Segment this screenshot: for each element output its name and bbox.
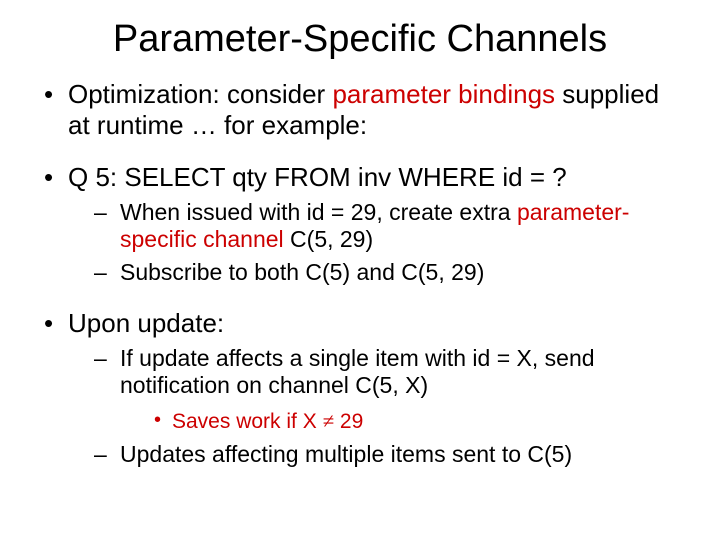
highlight-parameter-bindings: parameter bindings — [332, 79, 555, 109]
sublist-q5: When issued with id = 29, create extra p… — [68, 199, 680, 286]
text-upon-update: Upon update: — [68, 308, 224, 338]
text-fragment: When issued with id = 29, create extra — [120, 199, 517, 225]
text-fragment: 29 — [334, 410, 363, 433]
not-equal-symbol: ≠ — [323, 409, 335, 433]
bullet-q5: Q 5: SELECT qty FROM inv WHERE id = ? Wh… — [40, 162, 680, 286]
slide: Parameter-Specific Channels Optimization… — [0, 0, 720, 540]
subbullet-create-channel: When issued with id = 29, create extra p… — [88, 199, 680, 253]
text-fragment: Saves work if X — [172, 410, 323, 433]
text-fragment: C(5, 29) — [284, 226, 373, 252]
subbullet-multiple-items: Updates affecting multiple items sent to… — [88, 441, 680, 468]
text-single-item: If update affects a single item with id … — [120, 345, 595, 398]
subbullet-single-item: If update affects a single item with id … — [88, 345, 680, 435]
text-q5: Q 5: SELECT qty FROM inv WHERE id = ? — [68, 162, 567, 192]
subsubbullet-saves-work: Saves work if X ≠ 29 — [150, 409, 680, 435]
text-fragment: Optimization: consider — [68, 79, 332, 109]
bullet-upon-update: Upon update: If update affects a single … — [40, 308, 680, 468]
subsublist: Saves work if X ≠ 29 — [120, 409, 680, 435]
subbullet-subscribe: Subscribe to both C(5) and C(5, 29) — [88, 259, 680, 286]
sublist-update: If update affects a single item with id … — [68, 345, 680, 468]
bullet-list: Optimization: consider parameter binding… — [40, 79, 680, 468]
bullet-optimization: Optimization: consider parameter binding… — [40, 79, 680, 140]
slide-title: Parameter-Specific Channels — [40, 18, 680, 61]
